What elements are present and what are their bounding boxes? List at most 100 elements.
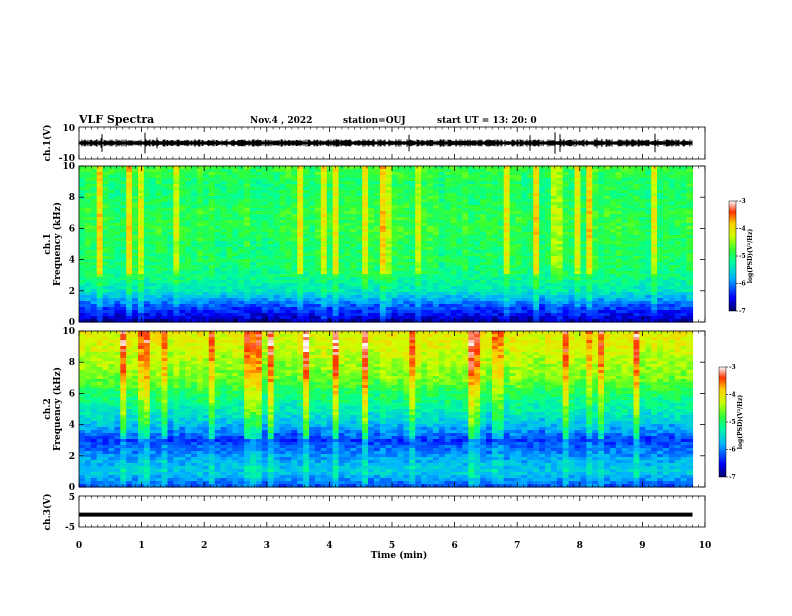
spectrogram-cell — [202, 247, 210, 251]
spectrogram-cell — [379, 202, 387, 206]
spectrogram-cell — [185, 250, 192, 254]
spectrogram-cell — [580, 211, 587, 215]
spectrogram-cell — [674, 217, 682, 221]
spectrogram-cell — [391, 268, 399, 272]
spectrogram-cell — [598, 265, 605, 269]
spectrogram-cell — [208, 211, 216, 215]
spectrogram-cell — [409, 283, 416, 287]
spectrogram-cell — [397, 181, 405, 185]
spectrogram-cell — [385, 208, 393, 212]
spectrogram-cell — [273, 280, 281, 284]
spectrogram-cell — [503, 250, 511, 254]
spectrogram-cell — [527, 274, 534, 278]
spectrogram-cell — [385, 250, 393, 254]
spectrogram-cell — [527, 259, 534, 263]
spectrogram-cell — [456, 265, 464, 269]
spectrogram-cell — [609, 166, 617, 170]
spectrogram-cell — [314, 208, 322, 212]
spectrogram-cell — [657, 229, 664, 233]
spectrogram-cell — [137, 208, 145, 212]
spectrogram-cell — [550, 208, 558, 212]
spectrogram-cell — [456, 235, 464, 239]
spectrogram-cell — [409, 244, 416, 248]
spectrogram-cell — [373, 232, 381, 236]
spectrogram-cell — [639, 193, 646, 197]
spectrogram-cell — [126, 280, 133, 284]
spectrogram-cell — [244, 220, 251, 224]
spectrogram-cell — [432, 262, 440, 266]
spectrogram-cell — [273, 244, 281, 248]
spectrogram-cell — [261, 187, 269, 191]
spectrogram-cell — [84, 178, 92, 182]
spectrogram-cell — [356, 193, 363, 197]
spectrogram-cell — [96, 256, 104, 260]
spectrogram-cell — [521, 280, 528, 284]
spectrogram-cell — [161, 181, 169, 185]
spectrogram-cell — [438, 262, 446, 266]
spectrogram-cell — [604, 280, 611, 284]
spectrogram-cell — [350, 205, 357, 209]
spectrogram-cell — [90, 256, 98, 260]
spectrogram-cell — [232, 172, 239, 176]
spectrogram-cell — [320, 262, 328, 266]
spectrogram-cell — [379, 169, 387, 173]
spectrogram-cell — [161, 178, 169, 182]
spectrogram-cell — [137, 256, 145, 260]
spectrogram-cell — [232, 178, 239, 182]
spectrogram-cell — [379, 184, 387, 188]
spectrogram-cell — [114, 235, 121, 239]
spectrogram-cell — [326, 226, 334, 230]
spectrogram-cell — [350, 211, 357, 215]
spectrogram-cell — [232, 214, 239, 218]
spectrogram-cell — [657, 232, 664, 236]
spectrogram-cell — [79, 184, 86, 188]
spectrogram-cell — [680, 268, 688, 272]
spectrogram-cell — [356, 181, 363, 185]
spectrogram-cell — [385, 172, 393, 176]
spectrogram-cell — [645, 241, 652, 245]
spectrogram-cell — [556, 211, 564, 215]
spectrogram-cell — [680, 247, 688, 251]
spectrogram-cell — [320, 172, 328, 176]
spectrogram-cell — [90, 199, 98, 203]
spectrogram-cell — [373, 199, 381, 203]
spectrogram-cell — [309, 166, 316, 170]
spectrogram-cell — [320, 202, 328, 206]
spectrogram-cell — [173, 205, 180, 209]
spectrogram-cell — [350, 250, 357, 254]
spectrogram-cell — [556, 175, 564, 179]
spectrogram-cell — [226, 235, 233, 239]
spectrogram-cell — [427, 277, 434, 281]
spectrogram-cell — [379, 214, 387, 218]
spectrogram-cell — [486, 220, 493, 224]
spectrogram-cell — [196, 259, 204, 263]
spectrogram-cell — [427, 271, 434, 275]
spectrogram-cell — [627, 211, 635, 215]
spectrogram-cell — [143, 277, 151, 281]
spectrogram-cell — [456, 223, 464, 227]
spectrogram-cell — [244, 280, 251, 284]
spectrogram-cell — [232, 283, 239, 287]
spectrogram-cell — [456, 175, 464, 179]
spectrogram-cell — [474, 205, 481, 209]
spectrogram-cell — [149, 193, 157, 197]
spectrogram-cell — [96, 211, 104, 215]
spectrogram-cell — [521, 196, 528, 200]
spectrogram-cell — [167, 187, 174, 191]
spectrogram-cell — [444, 208, 452, 212]
spectrogram-cell — [568, 283, 576, 287]
spectrogram-cell — [250, 181, 257, 185]
spectrogram-cell — [668, 226, 676, 230]
spectrogram-cell — [114, 205, 121, 209]
spectrogram-cell — [149, 184, 157, 188]
spectrogram-cell — [556, 199, 564, 203]
spectrogram-cell — [297, 283, 304, 287]
spectrogram-cell — [143, 202, 151, 206]
spectrogram-cell — [96, 250, 104, 254]
spectrogram-cell — [550, 190, 558, 194]
spectrogram-cell — [491, 226, 499, 230]
spectrogram-cell — [438, 274, 446, 278]
spectrogram-cell — [267, 265, 275, 269]
spectrogram-cell — [556, 178, 564, 182]
spectrogram-cell — [79, 274, 86, 278]
